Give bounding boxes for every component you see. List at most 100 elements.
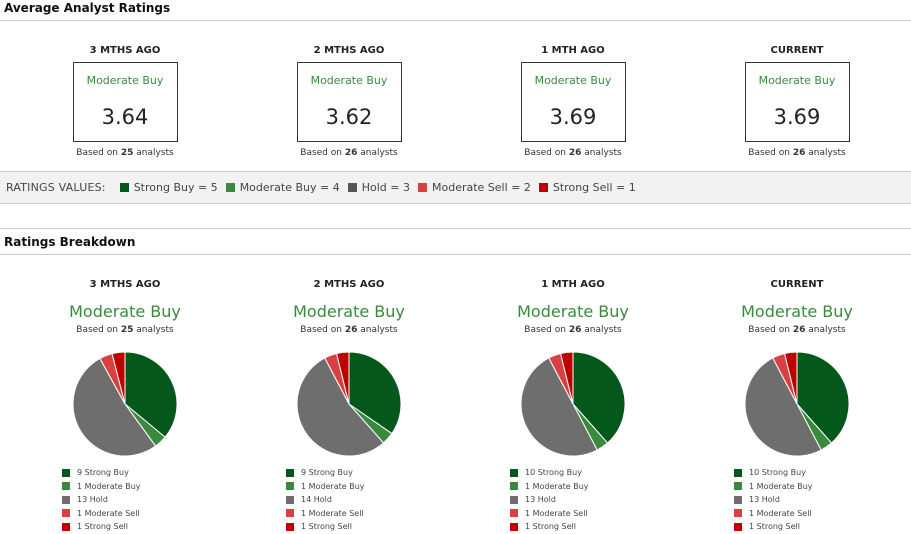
rating-label: Moderate Buy [86,74,164,87]
legend-swatch-icon [734,468,742,477]
legend-item: 10 Strong Buy [510,466,589,480]
rating-value-item: Strong Buy = 5 [119,181,218,194]
legend-label: 10 Strong Buy [525,468,582,478]
analysts-text: analysts [136,148,174,158]
rating-value: 3.69 [549,105,597,129]
based-on-text: Based on [524,148,566,158]
pie-slice[interactable] [521,357,598,456]
analyst-count: Based on 26 analysts [498,325,648,335]
pie-slice[interactable] [572,352,625,444]
legend-swatch-icon [510,495,518,504]
breakdown-column: 3 MTHS AGO Moderate Buy Based on 25 anal… [50,279,200,533]
count: 26 [568,325,582,335]
count: 26 [344,325,358,335]
consensus-rating: Moderate Buy [517,302,629,321]
based-on-text: Based on [76,325,118,335]
legend-swatch-icon [510,468,518,477]
legend-item: 1 Moderate Sell [734,507,813,521]
legend-swatch-icon [734,522,742,531]
rating-value-label: Strong Sell = 1 [552,181,636,194]
pie-slice[interactable] [745,357,822,456]
pie-legend: 10 Strong Buy 1 Moderate Buy 13 Hold 1 Mode… [510,466,589,534]
analyst-count: Based on 25 analysts [25,148,225,158]
count: 25 [120,325,134,335]
ratings-pie-chart [297,352,401,456]
legend-item: 1 Moderate Sell [510,507,589,521]
pie-slice[interactable] [559,352,574,405]
rating-label: Moderate Buy [310,74,388,87]
color-swatch-icon [225,183,235,192]
rating-value: 3.62 [325,105,373,129]
legend-label: 1 Strong Sell [77,522,128,532]
pie-slice[interactable] [124,352,177,438]
legend-label: 1 Strong Sell [525,522,576,532]
legend-item: 1 Strong Sell [286,520,365,534]
legend-label: 1 Strong Sell [301,522,352,532]
rating-label: Moderate Buy [758,74,836,87]
analyst-count: Based on 25 analysts [50,325,200,335]
legend-label: 10 Strong Buy [749,468,806,478]
rating-value-item: Moderate Sell = 2 [418,181,531,194]
count: 26 [568,148,582,158]
color-swatch-icon [347,183,357,192]
count: 25 [120,148,134,158]
pie-slice[interactable] [335,352,350,405]
rating-value-label: Moderate Sell = 2 [432,181,531,194]
legend-item: 10 Strong Buy [734,466,813,480]
legend-swatch-icon [286,468,294,477]
legend-item: 1 Strong Sell [510,520,589,534]
legend-swatch-icon [510,482,518,491]
rating-value-item: Moderate Buy = 4 [225,181,340,194]
consensus-rating: Moderate Buy [741,302,853,321]
rating-value-label: Moderate Buy = 4 [239,181,340,194]
rating-value-item: Strong Sell = 1 [538,181,636,194]
ratings-values-bar: RATINGS VALUES: Strong Buy = 5 Moderate B… [0,171,911,204]
rating-box: Moderate Buy 3.62 [296,62,402,142]
legend-item: 1 Moderate Buy [734,480,813,494]
legend-swatch-icon [286,495,294,504]
period-title: 1 MTH AGO [541,279,605,290]
legend-item: 9 Strong Buy [62,466,141,480]
pie-slice[interactable] [783,352,798,405]
pie-slice[interactable] [796,352,849,444]
legend-swatch-icon [734,495,742,504]
divider [0,254,911,255]
rating-box: Moderate Buy 3.69 [744,62,850,142]
breakdown-column: CURRENT Moderate Buy Based on 26 analyst… [722,279,872,533]
avg-rating-column: 2 MTHS AGO Moderate Buy 3.62 Based on 26… [249,45,449,158]
legend-swatch-icon [286,482,294,491]
legend-label: 1 Moderate Buy [525,481,589,491]
analysts-text: analysts [360,325,398,335]
based-on-text: Based on [748,148,790,158]
based-on-text: Based on [748,325,790,335]
legend-label: 14 Hold [301,495,332,505]
analyst-count: Based on 26 analysts [473,148,673,158]
count: 26 [792,148,806,158]
legend-label: 1 Moderate Buy [749,481,813,491]
legend-label: 1 Moderate Sell [749,508,812,518]
legend-label: 1 Moderate Sell [525,508,588,518]
legend-item: 14 Hold [286,493,365,507]
legend-item: 9 Strong Buy [286,466,365,480]
color-swatch-icon [538,183,548,192]
color-swatch-icon [119,183,129,192]
avg-rating-column: 3 MTHS AGO Moderate Buy 3.64 Based on 25… [25,45,225,158]
analyst-count: Based on 26 analysts [722,325,872,335]
analyst-count: Based on 26 analysts [697,148,897,158]
pie-slice[interactable] [348,352,401,435]
pie-slice[interactable] [111,352,126,405]
based-on-text: Based on [300,325,342,335]
pie-slice[interactable] [73,357,157,456]
legend-label: 9 Strong Buy [301,468,353,478]
average-ratings-title: Average Analyst Ratings [4,1,171,15]
legend-item: 1 Moderate Buy [510,480,589,494]
legend-item: 1 Moderate Buy [62,480,141,494]
legend-swatch-icon [62,482,70,491]
avg-rating-column: CURRENT Moderate Buy 3.69 Based on 26 an… [697,45,897,158]
pie-slice[interactable] [297,357,385,456]
legend-swatch-icon [734,509,742,518]
legend-swatch-icon [62,522,70,531]
legend-swatch-icon [286,522,294,531]
rating-value: 3.64 [101,105,149,129]
legend-item: 1 Strong Sell [734,520,813,534]
